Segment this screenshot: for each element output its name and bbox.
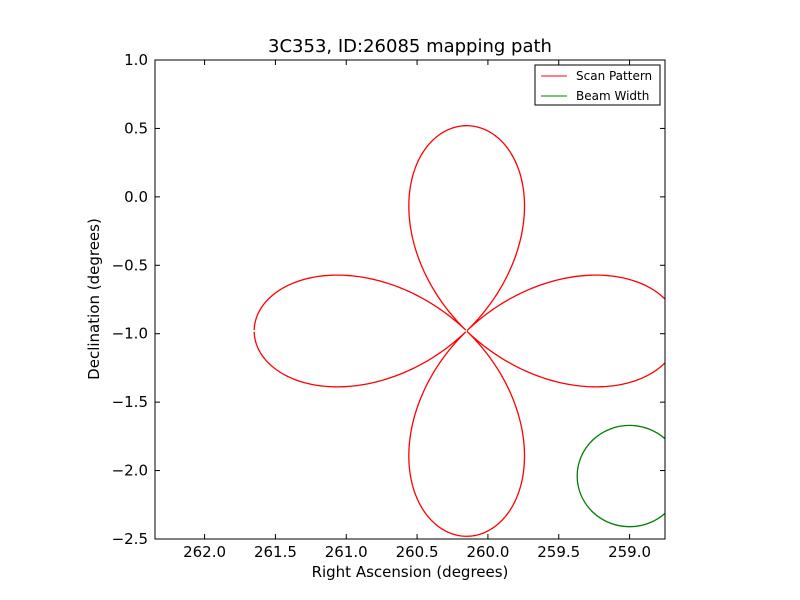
legend-box xyxy=(534,64,661,106)
y-tick-label: 0.5 xyxy=(124,119,148,137)
legend-label-scan-pattern: Scan Pattern xyxy=(576,69,652,83)
series-layer xyxy=(253,125,665,537)
y-axis-title: Declination (degrees) xyxy=(85,218,103,380)
x-axis-title: Right Ascension (degrees) xyxy=(312,563,509,581)
x-tick-label: 261.5 xyxy=(254,543,297,561)
x-tick-label: 259.5 xyxy=(537,543,580,561)
legend: Scan Pattern Beam Width xyxy=(534,64,661,106)
y-tick-label: −0.5 xyxy=(112,256,148,274)
y-tick-label: −1.5 xyxy=(112,393,148,411)
x-axis: 262.0 261.5 261.0 260.5 260.0 259.5 259.0 xyxy=(183,60,651,561)
y-tick-label: −1.0 xyxy=(112,325,148,343)
y-tick-label: −2.5 xyxy=(112,530,148,548)
y-tick-label: 0.0 xyxy=(124,188,148,206)
y-tick-label: −2.0 xyxy=(112,462,148,480)
series-scan-pattern xyxy=(253,125,665,537)
legend-label-beam-width: Beam Width xyxy=(576,89,649,103)
x-tick-label: 260.5 xyxy=(396,543,439,561)
x-tick-label: 260.0 xyxy=(466,543,509,561)
chart-title: 3C353, ID:26085 mapping path xyxy=(268,36,552,57)
y-axis: 1.0 0.5 0.0 −0.5 −1.0 −1.5 −2.0 −2.5 xyxy=(112,51,665,548)
x-tick-label: 261.0 xyxy=(325,543,368,561)
series-beam-width xyxy=(576,424,665,528)
plot-frame xyxy=(154,59,666,540)
x-tick-label: 259.0 xyxy=(608,543,651,561)
y-tick-label: 1.0 xyxy=(124,51,148,69)
x-tick-label: 262.0 xyxy=(183,543,226,561)
